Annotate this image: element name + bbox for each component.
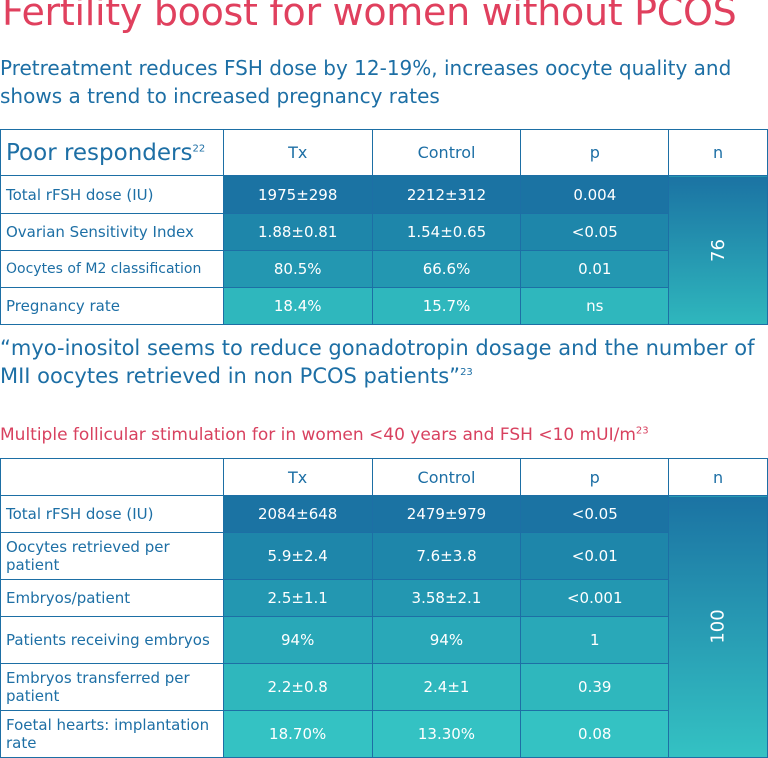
p-value: 0.004 bbox=[520, 175, 670, 214]
n-value: 100 bbox=[668, 495, 768, 758]
table-row: Ovarian Sensitivity Index 1.88±0.81 1.54… bbox=[0, 213, 768, 251]
control-value: 15.7% bbox=[371, 287, 522, 325]
row-label: Embryos transferred per patient bbox=[0, 663, 224, 711]
tx-value: 2.5±1.1 bbox=[222, 579, 373, 617]
control-value: 7.6±3.8 bbox=[371, 532, 522, 580]
row-label: Pregnancy rate bbox=[0, 287, 224, 325]
control-value: 1.54±0.65 bbox=[371, 213, 522, 251]
row-label: Total rFSH dose (IU) bbox=[0, 495, 224, 533]
tx-value: 1975±298 bbox=[222, 175, 373, 214]
tx-value: 94% bbox=[222, 616, 373, 664]
control-value: 3.58±2.1 bbox=[371, 579, 522, 617]
page-title: Fertility boost for women without PCOS bbox=[2, 0, 737, 34]
control-value: 2212±312 bbox=[371, 175, 522, 214]
table-row: Oocytes retrieved per patient 5.9±2.4 7.… bbox=[0, 532, 768, 580]
table-row: Embryos transferred per patient 2.2±0.8 … bbox=[0, 663, 768, 711]
table-header-row: Tx Control p n bbox=[0, 458, 768, 496]
n-value: 76 bbox=[668, 175, 768, 325]
row-label: Total rFSH dose (IU) bbox=[0, 175, 224, 214]
p-value: 0.01 bbox=[520, 250, 670, 288]
row-label: Foetal hearts: implantation rate bbox=[0, 710, 224, 758]
header-n: n bbox=[668, 129, 768, 176]
tx-value: 1.88±0.81 bbox=[222, 213, 373, 251]
tx-value: 2.2±0.8 bbox=[222, 663, 373, 711]
p-value: 0.08 bbox=[520, 710, 670, 758]
control-value: 2479±979 bbox=[371, 495, 522, 533]
header-empty bbox=[0, 458, 224, 496]
p-value: <0.001 bbox=[520, 579, 670, 617]
row-label: Oocytes retrieved per patient bbox=[0, 532, 224, 580]
row-label: Ovarian Sensitivity Index bbox=[0, 213, 224, 251]
table-row: Embryos/patient 2.5±1.1 3.58±2.1 <0.001 bbox=[0, 579, 768, 617]
poor-responders-table: Poor responders22 Tx Control p n Total r… bbox=[0, 129, 768, 325]
control-value: 94% bbox=[371, 616, 522, 664]
table-row: Pregnancy rate 18.4% 15.7% ns bbox=[0, 287, 768, 325]
header-control: Control bbox=[371, 458, 522, 496]
table-row: Foetal hearts: implantation rate 18.70% … bbox=[0, 710, 768, 758]
table-title-cell: Poor responders22 bbox=[0, 129, 224, 176]
table-row: Oocytes of M2 classification 80.5% 66.6%… bbox=[0, 250, 768, 288]
tx-value: 80.5% bbox=[222, 250, 373, 288]
p-value: <0.01 bbox=[520, 532, 670, 580]
header-p: p bbox=[520, 129, 670, 176]
tx-value: 2084±648 bbox=[222, 495, 373, 533]
table-row: Total rFSH dose (IU) 1975±298 2212±312 0… bbox=[0, 175, 768, 325]
tx-value: 18.70% bbox=[222, 710, 373, 758]
header-n: n bbox=[668, 458, 768, 496]
p-value: <0.05 bbox=[520, 213, 670, 251]
p-value: <0.05 bbox=[520, 495, 670, 533]
p-value: 0.39 bbox=[520, 663, 670, 711]
tx-value: 18.4% bbox=[222, 287, 373, 325]
row-label: Embryos/patient bbox=[0, 579, 224, 617]
tx-value: 5.9±2.4 bbox=[222, 532, 373, 580]
control-value: 13.30% bbox=[371, 710, 522, 758]
control-value: 66.6% bbox=[371, 250, 522, 288]
header-tx: Tx bbox=[222, 129, 373, 176]
follicular-stimulation-table: Tx Control p n Total rFSH dose (IU) 2084… bbox=[0, 458, 768, 758]
quote: “myo-inositol seems to reduce gonadotrop… bbox=[0, 336, 755, 388]
p-value: ns bbox=[520, 287, 670, 325]
control-value: 2.4±1 bbox=[371, 663, 522, 711]
row-label: Patients receiving embryos bbox=[0, 616, 224, 664]
section-title: Multiple follicular stimulation for in w… bbox=[0, 425, 649, 445]
header-tx: Tx bbox=[222, 458, 373, 496]
table-row: Total rFSH dose (IU) 2084±648 2479±979 <… bbox=[0, 495, 768, 758]
row-label: Oocytes of M2 classification bbox=[0, 250, 224, 288]
header-p: p bbox=[520, 458, 670, 496]
subtitle: Pretreatment reduces FSH dose by 12-19%,… bbox=[0, 56, 732, 108]
table-row: Patients receiving embryos 94% 94% 1 bbox=[0, 616, 768, 664]
header-control: Control bbox=[371, 129, 522, 176]
p-value: 1 bbox=[520, 616, 670, 664]
table-header-row: Poor responders22 Tx Control p n bbox=[0, 129, 768, 176]
